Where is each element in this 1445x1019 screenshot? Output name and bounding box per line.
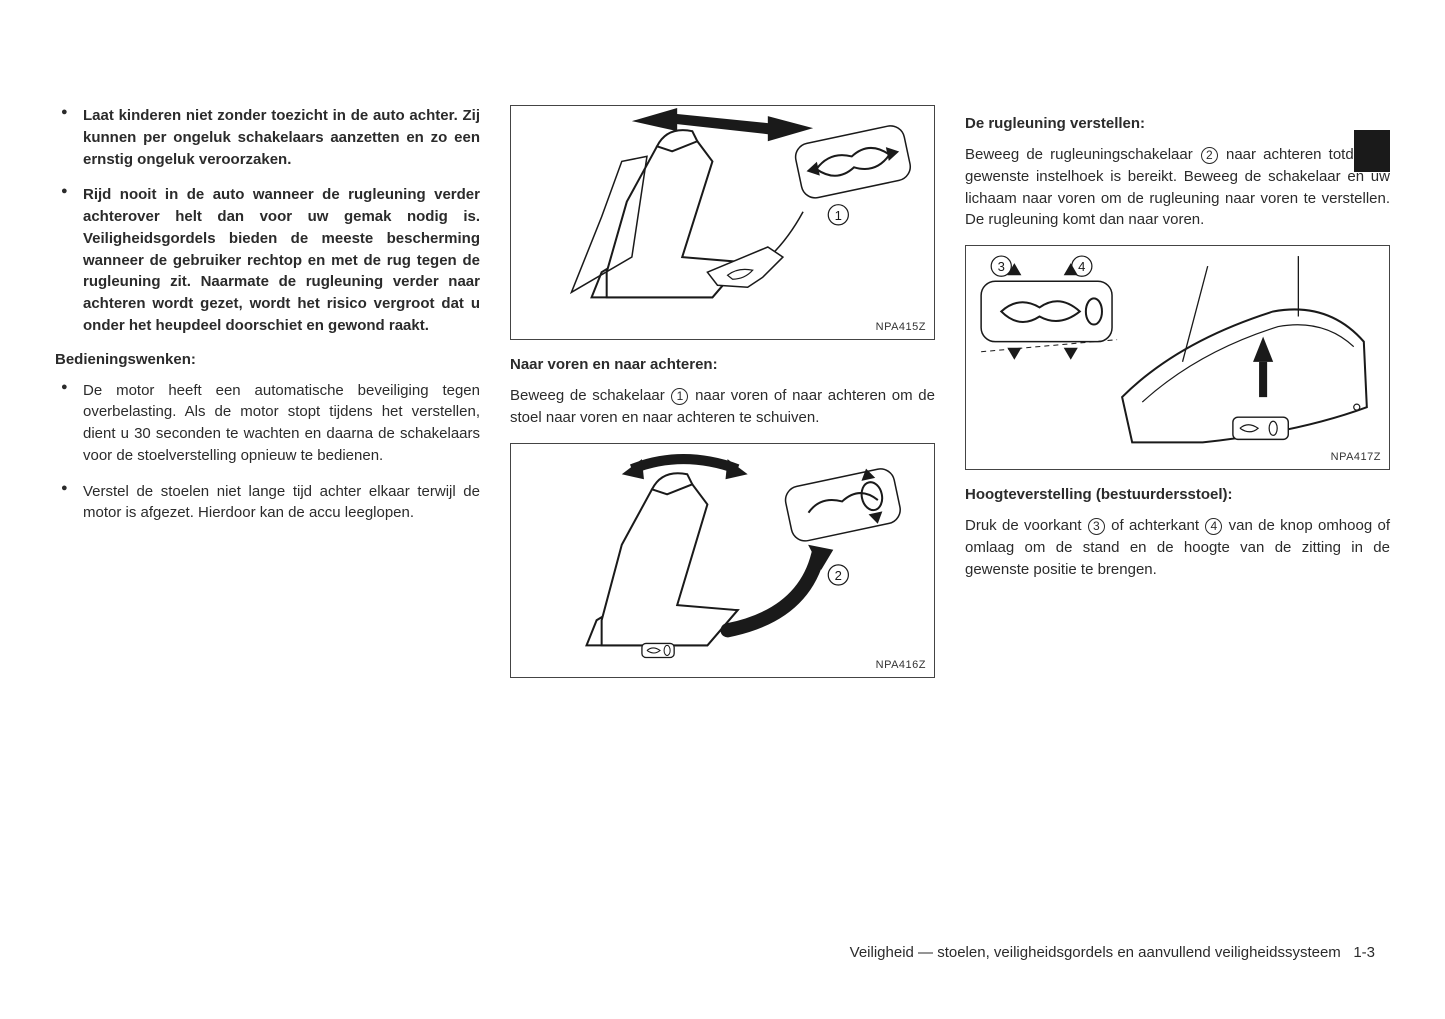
bullet-motor-protection: De motor heeft een automatische beveilig… [55,380,480,467]
figure-code: NPA417Z [1331,451,1381,463]
svg-text:4: 4 [1078,259,1085,274]
section-tab [1354,130,1390,172]
warning-bullets: Laat kinderen niet zonder toezicht in de… [55,105,480,337]
heading-height: Hoogteverstelling (bestuurdersstoel): [965,486,1390,503]
bullet-recline-warning: Rijd nooit in de auto wanneer de rugleun… [55,184,480,336]
ref-3: 3 [1088,518,1105,535]
heading-forward-back: Naar voren en naar achteren: [510,356,935,373]
svg-text:2: 2 [835,567,842,582]
heading-operating-tips: Bedieningswenken: [55,351,480,368]
column-2: 1 NPA415Z Naar voren en naar achteren: B… [510,105,935,694]
seat-slide-diagram: 1 [511,106,934,343]
figure-code: NPA415Z [876,321,926,333]
para-forward-back: Beweeg de schakelaar 1 naar voren of naa… [510,385,935,429]
svg-text:1: 1 [835,208,842,223]
footer-page-number: 1-3 [1353,944,1375,961]
footer-section-title: Veiligheid — stoelen, veiligheidsgordels… [850,944,1341,961]
seat-recline-diagram: 2 [511,444,934,681]
column-3: De rugleuning verstellen: Beweeg de rugl… [965,105,1390,694]
figure-seat-slide: 1 NPA415Z [510,105,935,340]
svg-text:3: 3 [998,259,1005,274]
para-height: Druk de voorkant 3 of achterkant 4 van d… [965,515,1390,580]
bullet-children-warning: Laat kinderen niet zonder toezicht in de… [55,105,480,170]
page-columns: Laat kinderen niet zonder toezicht in de… [55,105,1390,694]
column-1: Laat kinderen niet zonder toezicht in de… [55,105,480,694]
page-footer: Veiligheid — stoelen, veiligheidsgordels… [850,944,1375,961]
seat-height-diagram: 3 4 [966,246,1389,473]
ref-2: 2 [1201,147,1218,164]
para-recline: Beweeg de rugleuningschakelaar 2 naar ac… [965,144,1390,231]
tips-bullets: De motor heeft een automatische beveilig… [55,380,480,525]
bullet-battery-drain: Verstel de stoelen niet lange tijd achte… [55,481,480,525]
ref-4: 4 [1205,518,1222,535]
ref-1: 1 [671,388,688,405]
figure-seat-recline: 2 NPA416Z [510,443,935,678]
figure-code: NPA416Z [876,659,926,671]
heading-recline: De rugleuning verstellen: [965,115,1390,132]
figure-seat-height: 3 4 [965,245,1390,470]
